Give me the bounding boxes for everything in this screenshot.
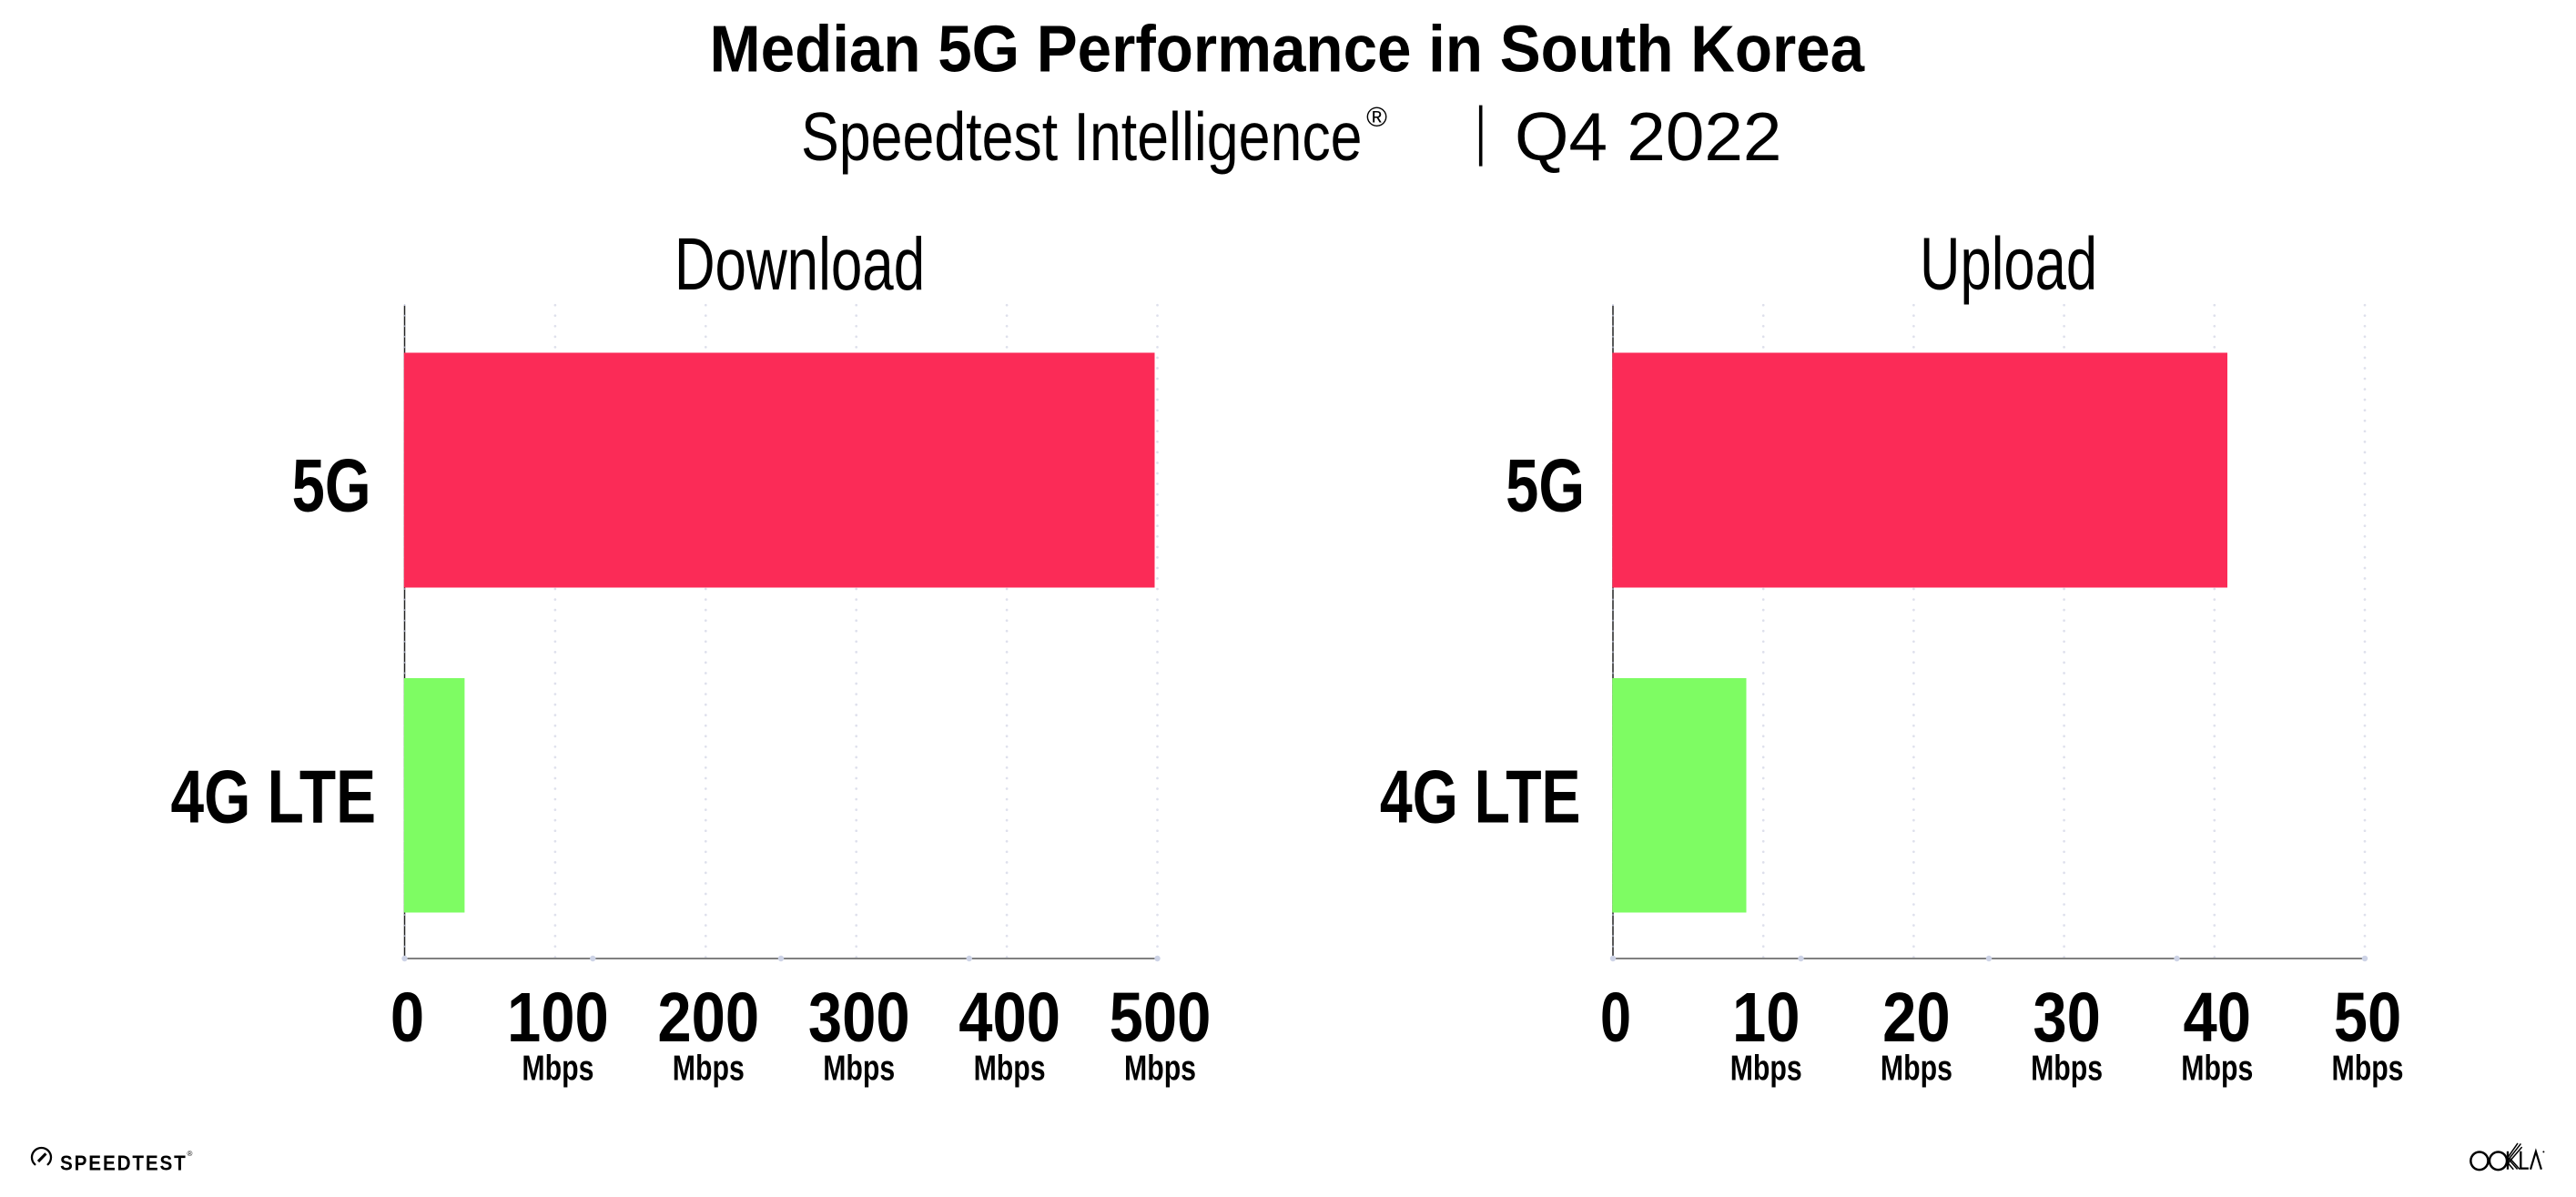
svg-text:Mbps: Mbps	[1124, 1049, 1196, 1089]
svg-text:Mbps: Mbps	[1730, 1049, 1802, 1089]
svg-text:Q4 2022: Q4 2022	[1515, 99, 1781, 176]
svg-text:100: 100	[507, 979, 609, 1057]
svg-text:®: ®	[188, 1150, 193, 1158]
svg-text:Mbps: Mbps	[2332, 1049, 2404, 1089]
svg-text:10: 10	[1732, 979, 1800, 1057]
svg-text:Mbps: Mbps	[2031, 1049, 2103, 1089]
svg-text:200: 200	[657, 979, 759, 1057]
svg-text:500: 500	[1110, 979, 1212, 1057]
svg-text:®: ®	[1366, 101, 1387, 133]
svg-text:30: 30	[2033, 979, 2101, 1057]
svg-text:Mbps: Mbps	[522, 1049, 593, 1089]
svg-text:Mbps: Mbps	[974, 1049, 1046, 1089]
svg-text:Median 5G Performance in South: Median 5G Performance in South Korea	[710, 13, 1866, 86]
svg-text:0: 0	[390, 979, 424, 1057]
svg-text:4G LTE: 4G LTE	[171, 754, 376, 838]
svg-text:40: 40	[2184, 979, 2252, 1057]
svg-text:Mbps: Mbps	[2181, 1049, 2253, 1089]
svg-text:50: 50	[2334, 979, 2402, 1057]
svg-text:Speedtest Intelligence: Speedtest Intelligence	[801, 98, 1363, 176]
svg-text:5G: 5G	[1506, 442, 1585, 527]
svg-text:SPEEDTEST: SPEEDTEST	[60, 1151, 188, 1174]
svg-text:400: 400	[958, 979, 1060, 1057]
svg-text:4G LTE: 4G LTE	[1380, 755, 1581, 839]
svg-text:300: 300	[808, 979, 910, 1057]
svg-text:20: 20	[1882, 979, 1951, 1057]
svg-text:0: 0	[1600, 978, 1631, 1056]
svg-text:Mbps: Mbps	[1881, 1049, 1952, 1089]
svg-text:Upload: Upload	[1920, 222, 2097, 306]
svg-text:Mbps: Mbps	[673, 1049, 745, 1089]
svg-text:Download: Download	[674, 223, 925, 306]
svg-text:5G: 5G	[292, 442, 371, 527]
svg-text:Mbps: Mbps	[823, 1049, 895, 1089]
